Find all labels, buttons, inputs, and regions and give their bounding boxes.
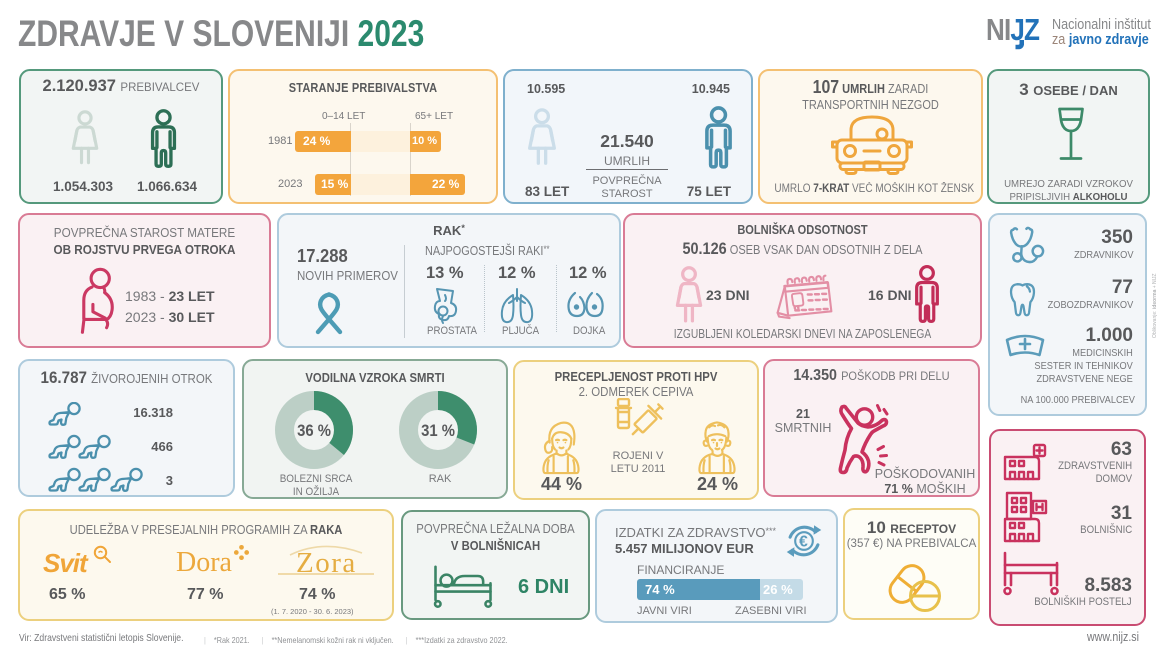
svg-text:€: €: [799, 534, 808, 551]
